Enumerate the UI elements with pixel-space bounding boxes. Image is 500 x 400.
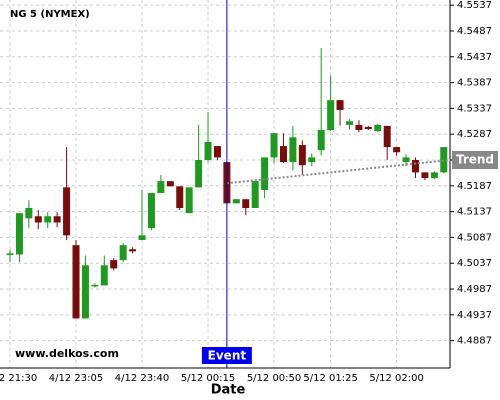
candle-body — [270, 133, 278, 158]
trend-line — [226, 159, 451, 185]
candle-body — [289, 137, 297, 163]
candle-body — [279, 146, 287, 163]
candle-body — [204, 141, 212, 160]
candle-body — [25, 208, 33, 219]
y-tick-label: 4.5387 — [457, 78, 492, 89]
candle-body — [53, 216, 61, 223]
candle-body — [411, 160, 419, 173]
candle-body — [44, 216, 52, 223]
candle-body — [402, 157, 410, 163]
candle-body — [327, 100, 335, 131]
y-tick-label: 4.5437 — [457, 52, 492, 63]
event-box — [201, 347, 252, 364]
y-tick-label: 4.5187 — [457, 181, 492, 192]
candle-body — [110, 260, 118, 269]
candle-body — [81, 265, 89, 319]
candle-body — [430, 172, 438, 179]
candle-body — [195, 160, 203, 188]
y-tick-label: 4.4987 — [457, 284, 492, 295]
candle-body — [393, 147, 401, 153]
candle-body — [129, 249, 137, 252]
candle-body — [100, 265, 108, 286]
event-label: Event — [208, 349, 247, 363]
x-tick-label: 4/12 23:40 — [115, 373, 169, 384]
x-tick-label: 4/12 21:30 — [0, 373, 37, 384]
candle-body — [364, 126, 372, 130]
watermark: www.delkos.com — [15, 347, 119, 360]
candle-body — [232, 199, 240, 204]
y-tick-label: 4.5537 — [457, 0, 492, 11]
candle-body — [421, 172, 429, 179]
candle-body — [440, 147, 448, 173]
candle-body — [157, 181, 165, 194]
candle-body — [185, 187, 193, 214]
candle-body — [317, 130, 325, 151]
trend-label: Trend — [456, 153, 494, 167]
candle-body — [176, 186, 184, 208]
candle-body — [298, 145, 306, 166]
candle-body — [308, 157, 316, 163]
x-tick-label: 5/12 00:50 — [247, 373, 301, 384]
y-tick-label: 4.5287 — [457, 129, 492, 140]
chart-title: NG 5 (NYMEX) — [10, 9, 90, 20]
candle-body — [6, 253, 14, 255]
candle-body — [15, 213, 23, 255]
candle-body — [251, 181, 259, 208]
x-axis-title: Date — [211, 383, 246, 398]
y-tick-label: 4.5337 — [457, 103, 492, 114]
x-tick-label: 5/12 00:15 — [181, 373, 235, 384]
candle-body — [72, 245, 80, 319]
candle-body — [138, 235, 146, 240]
candle-body — [374, 124, 382, 132]
candle-body — [345, 121, 353, 125]
y-tick-label: 4.5487 — [457, 26, 492, 37]
y-tick-label: 4.5087 — [457, 232, 492, 243]
candle-body — [355, 124, 363, 131]
x-tick-label: 5/12 01:25 — [303, 373, 357, 384]
candle-body — [34, 216, 42, 223]
y-tick-label: 4.4887 — [457, 336, 492, 347]
candle-body — [63, 187, 71, 236]
candle-body — [119, 245, 127, 261]
y-tick-label: 4.5137 — [457, 207, 492, 218]
y-tick-label: 4.5037 — [457, 258, 492, 269]
candle-body — [336, 100, 344, 110]
candle-body — [166, 181, 174, 187]
candle-body — [261, 157, 269, 190]
candle-body — [91, 284, 99, 287]
x-tick-label: 4/12 23:05 — [49, 373, 103, 384]
candle-body — [383, 125, 391, 148]
candle-body — [147, 193, 155, 229]
trend-label-box — [452, 151, 498, 169]
y-tick-label: 4.4937 — [457, 310, 492, 321]
candle-body — [213, 146, 221, 158]
x-tick-label: 5/12 02:00 — [369, 373, 423, 384]
candle-body — [242, 199, 250, 208]
